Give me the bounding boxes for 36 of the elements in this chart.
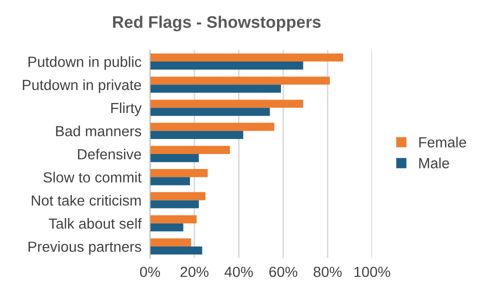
bar [150,76,330,85]
bar [150,215,197,224]
bar [150,169,208,178]
x-tick-label: 40% [224,266,253,278]
bar [150,100,304,108]
bar [150,192,206,200]
bar [150,177,190,186]
y-tick-label: Talk about self [48,218,142,229]
x-tick-label: 20% [180,266,208,278]
y-tick-label: Not take criticism [32,194,141,206]
y-tick-label: Previous partners [28,241,142,255]
bar [150,122,274,131]
bar [150,154,199,162]
legend-label: Female [419,136,466,148]
y-tick-label: Bad manners [56,126,142,136]
bar [150,62,304,70]
y-tick-label: Putdown in public [28,56,142,70]
bar [150,200,199,208]
bar [150,84,281,93]
x-tick-label: 80% [314,266,342,278]
y-tick-label: Defensive [78,148,142,160]
bar [150,146,230,154]
bar [150,53,344,62]
bar [150,223,184,232]
y-tick-label: Slow to commit [43,172,142,183]
y-tick-label: Putdown in private [22,79,142,93]
chart-title: Red Flags - Showstoppers [113,16,321,32]
x-tick-label: 0% [140,266,160,278]
bar [150,108,270,116]
legend-label: Male [419,158,450,168]
bar [150,130,244,139]
bar [150,246,202,255]
y-tick-label: Flirty [111,102,142,116]
x-tick-label: 60% [269,266,298,278]
x-tick-label: 100% [354,266,390,278]
bar [150,238,192,246]
